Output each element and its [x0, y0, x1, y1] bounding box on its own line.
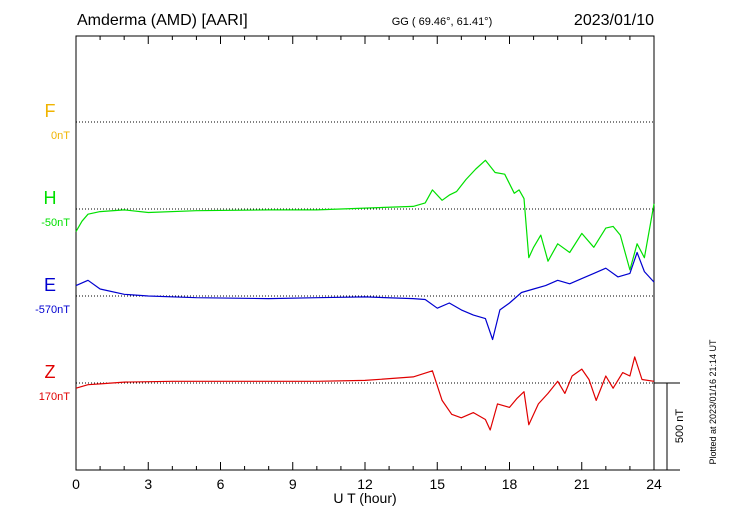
baseline-grid [76, 121, 654, 384]
channel-name-E: E [44, 275, 56, 295]
x-tick-label: 21 [574, 476, 590, 492]
x-axis-ticks [75, 36, 655, 470]
channel-baseline-Z: 170nT [39, 391, 70, 403]
x-tick-label: 15 [429, 476, 445, 492]
traces [75, 159, 655, 431]
x-tick-label: 24 [646, 476, 662, 492]
x-tick-label: 18 [502, 476, 518, 492]
plot-frame [75, 35, 655, 471]
channel-name-Z: Z [45, 362, 56, 382]
channel-labels: F 0nT H -50nT E -570nT Z 170nT [35, 101, 70, 403]
trace-H [75, 159, 655, 271]
x-tick-label: 0 [72, 476, 80, 492]
scale-bar: 500 nT [654, 382, 686, 471]
x-axis-tick-labels: 0 3 6 9 12 15 18 21 24 [72, 476, 662, 492]
channel-name-H: H [44, 188, 57, 208]
x-axis-label: U T (hour) [333, 490, 396, 506]
x-tick-label: 9 [289, 476, 297, 492]
channel-baseline-E: -570nT [35, 304, 70, 316]
date-label: 2023/01/10 [574, 12, 654, 29]
station-title: Amderma (AMD) [AARI] [77, 12, 248, 29]
scale-bar-label: 500 nT [674, 409, 686, 444]
channel-baseline-F: 0nT [51, 130, 70, 142]
x-tick-label: 3 [144, 476, 152, 492]
x-tick-label: 12 [357, 476, 373, 492]
trace-Z [75, 356, 655, 431]
plotted-timestamp: Plotted at 2023/01/16 21:14 UT [708, 339, 718, 465]
channel-name-F: F [45, 101, 56, 121]
channel-baseline-H: -50nT [41, 217, 70, 229]
x-tick-label: 6 [217, 476, 225, 492]
trace-E [75, 251, 655, 341]
coordinates-label: GG ( 69.46°, 61.41°) [392, 16, 493, 28]
